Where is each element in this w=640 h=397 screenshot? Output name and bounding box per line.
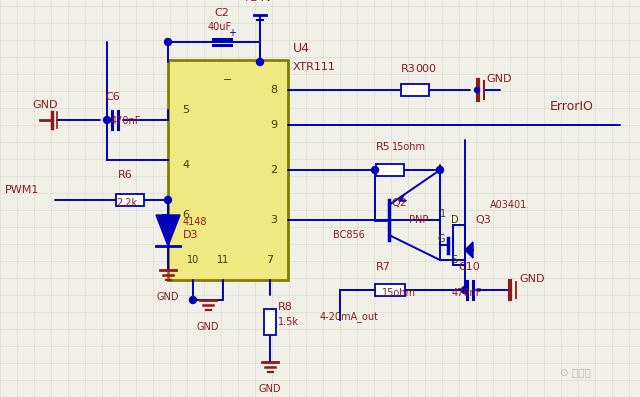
Circle shape — [461, 287, 468, 293]
Text: C10: C10 — [458, 262, 480, 272]
Text: R6: R6 — [118, 170, 132, 180]
Text: R5: R5 — [376, 142, 391, 152]
Text: 40uF: 40uF — [208, 22, 232, 32]
Bar — [116, 194, 144, 206]
Text: PNP: PNP — [409, 215, 428, 225]
Text: 5: 5 — [182, 105, 189, 115]
Text: 2.2k: 2.2k — [116, 198, 137, 208]
Circle shape — [164, 39, 172, 46]
Text: Q2: Q2 — [391, 198, 407, 208]
Text: 2: 2 — [271, 165, 278, 175]
Text: 15ohm: 15ohm — [392, 142, 426, 152]
Text: 3: 3 — [271, 215, 278, 225]
Text: PWM1: PWM1 — [5, 185, 40, 195]
Text: GND: GND — [196, 322, 220, 332]
Text: 4-20mA_out: 4-20mA_out — [320, 311, 379, 322]
Bar — [168, 60, 288, 280]
Bar — [375, 284, 405, 296]
Circle shape — [104, 116, 111, 123]
Bar — [264, 309, 276, 335]
Text: XTR111: XTR111 — [293, 62, 336, 72]
Text: 000: 000 — [415, 64, 436, 74]
Text: −: − — [223, 75, 233, 85]
Text: R3: R3 — [401, 64, 416, 74]
Circle shape — [164, 197, 172, 204]
Text: U4: U4 — [293, 42, 310, 55]
Text: R8: R8 — [278, 302, 293, 312]
Text: GND: GND — [157, 292, 179, 302]
Polygon shape — [156, 215, 180, 246]
Text: 470nF: 470nF — [111, 116, 141, 126]
Text: C6: C6 — [105, 92, 120, 102]
Circle shape — [371, 166, 378, 173]
Text: 10: 10 — [187, 255, 199, 265]
Bar — [401, 84, 429, 96]
Text: R7: R7 — [376, 262, 391, 272]
Text: GND: GND — [259, 384, 281, 394]
Text: D: D — [451, 215, 459, 225]
Circle shape — [436, 166, 444, 173]
Text: ⊙ 电气圈: ⊙ 电气圈 — [560, 367, 591, 377]
Text: D3: D3 — [183, 230, 198, 240]
Text: 4148: 4148 — [183, 217, 207, 227]
Bar — [376, 164, 404, 176]
Text: S: S — [451, 255, 457, 265]
Text: 470nF: 470nF — [452, 288, 483, 298]
Text: 1.5k: 1.5k — [278, 317, 299, 327]
Text: GND: GND — [519, 274, 545, 284]
Text: BC856: BC856 — [333, 230, 365, 240]
Text: 7: 7 — [266, 255, 273, 265]
Text: 1: 1 — [440, 209, 446, 219]
Polygon shape — [465, 242, 473, 258]
Circle shape — [257, 58, 264, 66]
Text: Q3: Q3 — [475, 215, 491, 225]
Text: +24V: +24V — [242, 0, 273, 3]
Text: 6: 6 — [182, 210, 189, 220]
Circle shape — [474, 87, 479, 93]
Text: 15ohm: 15ohm — [382, 288, 416, 298]
Text: 9: 9 — [271, 120, 278, 130]
Text: 11: 11 — [217, 255, 229, 265]
Text: GND: GND — [486, 74, 511, 84]
Text: 8: 8 — [271, 85, 278, 95]
Text: 4: 4 — [182, 160, 189, 170]
Text: ErrorIO: ErrorIO — [550, 100, 594, 113]
Text: GND: GND — [32, 100, 58, 110]
Circle shape — [189, 297, 196, 303]
Text: A03401: A03401 — [490, 200, 527, 210]
Text: C2: C2 — [214, 8, 229, 18]
Text: +: + — [228, 28, 236, 38]
Text: G: G — [438, 234, 445, 244]
